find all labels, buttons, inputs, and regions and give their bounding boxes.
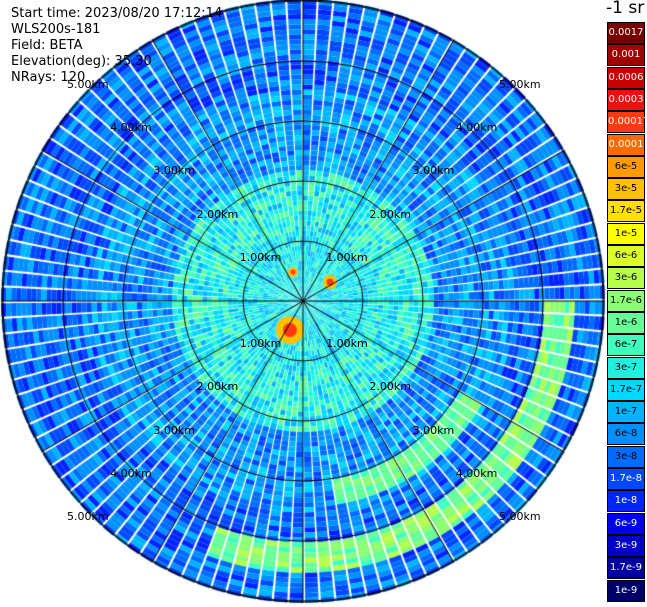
range-label: 4.00km bbox=[455, 121, 498, 135]
range-label: 3.00km bbox=[412, 164, 455, 178]
range-label: 5.00km bbox=[499, 78, 541, 91]
range-label: 2.00km bbox=[369, 207, 411, 221]
colorbar-level: 1.7e-7 bbox=[607, 378, 645, 401]
range-label: 2.00km bbox=[196, 380, 239, 394]
radar-ppi-plot bbox=[0, 0, 606, 607]
elevation-text: Elevation(deg): 35.30 bbox=[11, 54, 152, 69]
range-label: 1.00km bbox=[239, 250, 282, 264]
range-label: 5.00km bbox=[67, 78, 109, 91]
colorbar-level: 6e-6 bbox=[607, 245, 645, 267]
colorbar-level: 0.0003 bbox=[607, 88, 645, 111]
range-label: 3.00km bbox=[412, 423, 455, 437]
colorbar-level: 6e-8 bbox=[607, 423, 645, 446]
colorbar-level: 1.7e-5 bbox=[607, 200, 645, 223]
nrays-text: NRays: 120 bbox=[11, 70, 86, 85]
colorbar-level: 6e-5 bbox=[607, 155, 645, 178]
colorbar-level: 1e-5 bbox=[607, 222, 645, 245]
range-label: 4.00km bbox=[110, 121, 152, 135]
range-label: 1.00km bbox=[326, 250, 368, 264]
colorbar-unit: -1 sr bbox=[606, 0, 645, 18]
colorbar-level: 1e-6 bbox=[607, 311, 645, 334]
range-label: 5.00km bbox=[67, 510, 109, 523]
colorbar-level: 0.00017 bbox=[607, 111, 647, 134]
colorbar-level: 0.0006 bbox=[607, 66, 645, 89]
colorbar-level: 0.0001 bbox=[607, 133, 645, 156]
device-text: WLS200s-181 bbox=[11, 22, 101, 37]
range-label: 3.00km bbox=[153, 164, 195, 178]
range-label: 4.00km bbox=[455, 466, 498, 480]
range-label: 1.00km bbox=[239, 337, 282, 351]
range-label: 2.00km bbox=[196, 207, 239, 221]
range-label: 2.00km bbox=[369, 380, 411, 394]
colorbar-level: 0.001 bbox=[607, 44, 645, 67]
colorbar-level: 0.0017 bbox=[607, 22, 645, 44]
start-time-text: Start time: 2023/08/20 17:12:14 bbox=[11, 6, 223, 21]
colorbar-level: 3e-8 bbox=[607, 445, 645, 468]
range-label: 4.00km bbox=[110, 466, 152, 480]
colorbar-level: 6e-7 bbox=[607, 334, 645, 357]
colorbar-level: 6e-9 bbox=[607, 512, 645, 535]
colorbar-level: 3e-9 bbox=[607, 534, 645, 557]
colorbar-level: 3e-6 bbox=[607, 267, 645, 290]
field-text: Field: BETA bbox=[11, 38, 83, 53]
colorbar-level: 1.7e-8 bbox=[607, 468, 645, 490]
range-label: 5.00km bbox=[499, 510, 541, 523]
range-label: 3.00km bbox=[153, 423, 195, 437]
colorbar-level: 1.7e-6 bbox=[607, 289, 645, 312]
colorbar-level: 1e-8 bbox=[607, 490, 645, 513]
colorbar-level: 3e-5 bbox=[607, 178, 645, 201]
colorbar-level: 1e-9 bbox=[607, 579, 645, 602]
colorbar-level: 1.7e-9 bbox=[607, 557, 645, 580]
colorbar-level: 3e-7 bbox=[607, 356, 645, 379]
colorbar-level: 1e-7 bbox=[607, 401, 645, 424]
range-label: 1.00km bbox=[326, 337, 368, 351]
